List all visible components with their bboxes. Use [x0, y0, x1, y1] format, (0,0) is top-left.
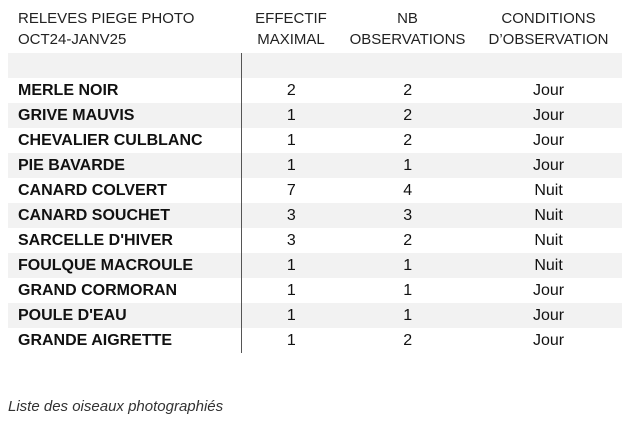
conditions-cell: Jour: [532, 332, 565, 349]
bird-name: GRAND CORMORAN: [8, 278, 243, 303]
bird-name: GRANDE AIGRETTE: [8, 328, 243, 353]
conditions-cell: Jour: [475, 303, 622, 328]
nb-observations-cell: 2: [403, 132, 413, 149]
conditions-cell: Nuit: [534, 182, 563, 199]
conditions-cell: Nuit: [534, 232, 563, 249]
conditions-cell: Jour: [475, 103, 622, 128]
column-header-nb-observations: NB OBSERVATIONS: [340, 8, 475, 50]
nb-observations-cell: 4: [403, 182, 413, 199]
nb-observations-cell: 2: [340, 103, 476, 128]
header-line: MAXIMAL: [257, 31, 325, 48]
effectif-cell: 1: [241, 153, 341, 178]
bird-name: FOULQUE MACROULE: [8, 253, 243, 278]
caption: Liste des oiseaux photographiés: [8, 398, 224, 415]
table-row: FOULQUE MACROULE 1 1 Nuit: [8, 253, 622, 278]
effectif-cell: 2: [286, 82, 296, 99]
effectif-cell: 1: [241, 303, 341, 328]
conditions-cell: Nuit: [475, 253, 622, 278]
bird-name: MERLE NOIR: [8, 78, 243, 103]
table-title: RELEVES PIEGE PHOTO OCT24-JANV25: [18, 8, 194, 50]
table-row: CHEVALIER CULBLANC 1 2 Jour: [8, 128, 622, 153]
table-row: PIE BAVARDE 1 1 Jour: [8, 153, 622, 178]
blank-row: [8, 53, 622, 78]
header-line: CONDITIONS: [501, 10, 596, 27]
effectif-cell: 1: [241, 103, 341, 128]
table-row: SARCELLE D'HIVER 3 2 Nuit: [8, 228, 622, 253]
table-row: GRANDE AIGRETTE 1 2 Jour: [8, 328, 622, 353]
table-row: GRIVE MAUVIS 1 2 Jour: [8, 103, 622, 128]
table-row: CANARD SOUCHET 3 3 Nuit: [8, 203, 622, 228]
header-line: NB: [397, 10, 418, 27]
effectif-cell: 3: [286, 232, 296, 249]
effectif-cell: 3: [241, 203, 341, 228]
title-line-1: RELEVES PIEGE PHOTO: [18, 10, 195, 27]
table-row: POULE D'EAU 1 1 Jour: [8, 303, 622, 328]
header-line: OBSERVATIONS: [349, 31, 466, 48]
column-header-effectif: EFFECTIF MAXIMAL: [242, 8, 340, 50]
conditions-cell: Jour: [532, 132, 565, 149]
bird-name: SARCELLE D'HIVER: [8, 228, 243, 253]
effectif-cell: 1: [286, 282, 296, 299]
table-row: GRAND CORMORAN 1 1 Jour: [8, 278, 622, 303]
effectif-cell: 1: [286, 332, 296, 349]
nb-observations-cell: 3: [340, 203, 476, 228]
bird-name: POULE D'EAU: [8, 303, 243, 328]
nb-observations-cell: 1: [340, 303, 476, 328]
table-row: MERLE NOIR 2 2 Jour: [8, 78, 622, 103]
bird-table: MERLE NOIR 2 2 Jour GRIVE MAUVIS 1 2 Jour CHEVAL…: [8, 53, 622, 353]
nb-observations-cell: 1: [340, 253, 476, 278]
conditions-cell: Nuit: [475, 203, 622, 228]
table-row: CANARD COLVERT 7 4 Nuit: [8, 178, 622, 203]
header-line: EFFECTIF: [255, 10, 327, 27]
conditions-cell: Jour: [475, 153, 622, 178]
nb-observations-cell: 1: [340, 153, 476, 178]
effectif-cell: 7: [286, 182, 296, 199]
nb-observations-cell: 2: [403, 332, 413, 349]
bird-name: CHEVALIER CULBLANC: [8, 128, 243, 153]
conditions-cell: Jour: [532, 282, 565, 299]
header-line: D’OBSERVATION: [488, 31, 609, 48]
nb-observations-cell: 2: [403, 82, 413, 99]
bird-name: PIE BAVARDE: [8, 153, 243, 178]
effectif-cell: 1: [241, 253, 341, 278]
nb-observations-cell: 1: [403, 282, 413, 299]
title-line-2: OCT24-JANV25: [18, 31, 127, 48]
bird-name: CANARD COLVERT: [8, 178, 243, 203]
effectif-cell: 1: [286, 132, 296, 149]
nb-observations-cell: 2: [403, 232, 413, 249]
column-header-conditions: CONDITIONS D’OBSERVATION: [475, 8, 622, 50]
bird-name: GRIVE MAUVIS: [8, 103, 243, 128]
conditions-cell: Jour: [532, 82, 565, 99]
bird-name: CANARD SOUCHET: [8, 203, 243, 228]
